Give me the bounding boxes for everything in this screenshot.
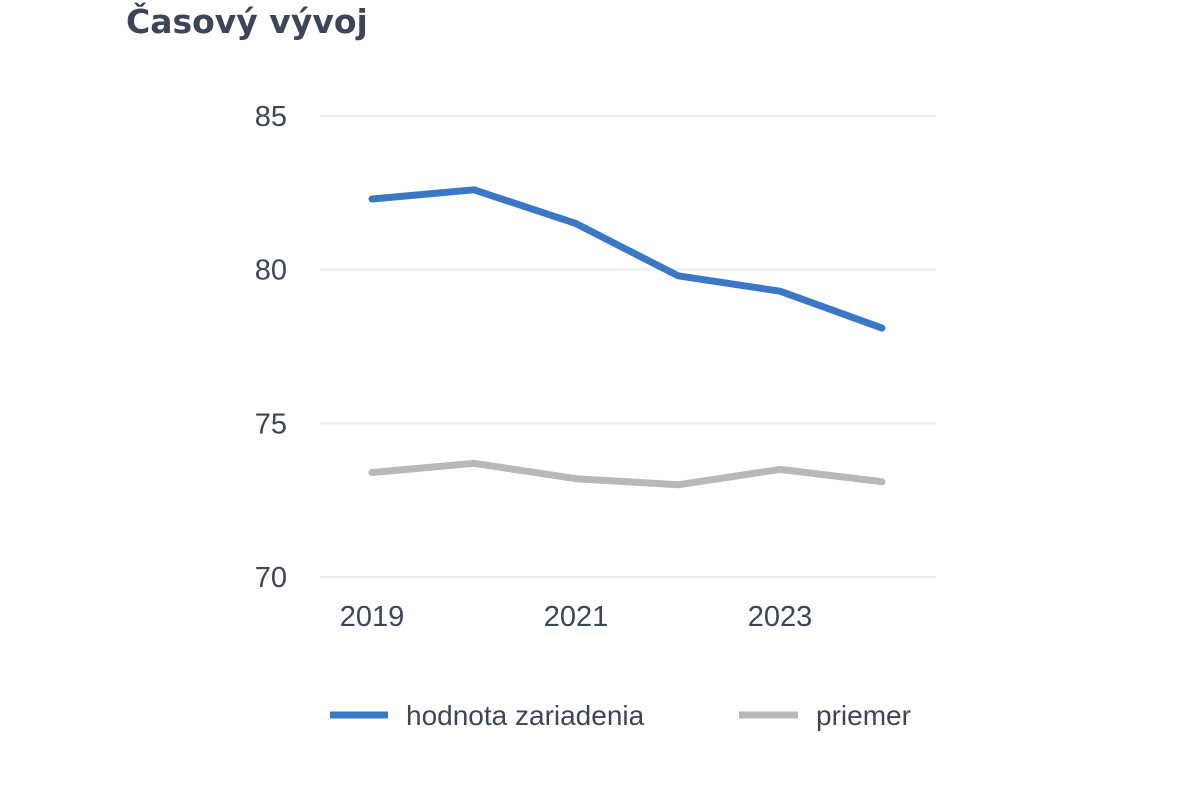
series-lines: [368, 186, 886, 489]
y-axis-ticks: 85 80 75 70: [255, 101, 287, 594]
y-tick-label-75: 75: [255, 408, 287, 440]
series-line-priemer: [368, 459, 886, 489]
gridlines: [320, 115, 936, 578]
x-tick-label-2023: 2023: [748, 601, 813, 633]
y-tick-label-80: 80: [255, 255, 287, 287]
y-tick-label-85: 85: [255, 101, 287, 133]
legend-label-priemer: priemer: [816, 700, 911, 731]
x-tick-label-2019: 2019: [340, 601, 405, 633]
x-tick-label-2021: 2021: [544, 601, 609, 633]
x-axis-ticks: 2019 2021 2023: [340, 601, 813, 633]
legend-label-hodnota-zariadenia: hodnota zariadenia: [406, 700, 645, 731]
series-line-hodnota-zariadenia: [368, 186, 886, 332]
y-tick-label-70: 70: [255, 562, 287, 594]
chart-title: Časový vývoj: [126, 2, 368, 41]
legend: hodnota zariadenia priemer: [330, 700, 911, 731]
